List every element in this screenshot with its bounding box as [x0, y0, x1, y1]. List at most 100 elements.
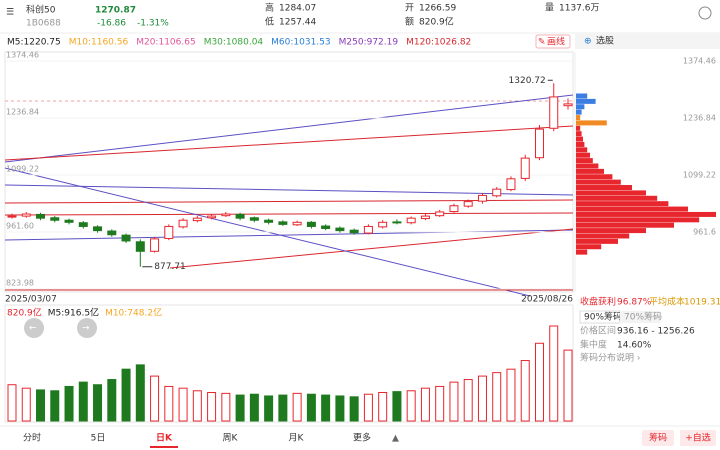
candle-body [321, 225, 331, 230]
pick-bar [575, 33, 720, 49]
candle-body [363, 225, 373, 234]
chip-bar [576, 249, 588, 255]
volume-bar [78, 381, 88, 422]
candle-body [192, 217, 202, 222]
chip-bar [576, 104, 585, 110]
profit-label: 收盘获利 [580, 296, 616, 308]
amount: 820.9亿 [419, 16, 454, 28]
y-tick-label: 1236.84 [6, 108, 39, 117]
stock-code: 1B0688 [26, 19, 61, 29]
volume-bar [506, 368, 516, 422]
chip-bar [576, 222, 674, 228]
candle-body [520, 157, 530, 179]
ma-legend: M10:1160.56 [69, 38, 129, 48]
avg: 1019.31 [684, 298, 720, 308]
clock-icon[interactable] [698, 6, 712, 20]
candle-body [463, 201, 473, 207]
watch-button[interactable] [680, 430, 716, 446]
chip-bar [576, 217, 700, 223]
chip-bar [576, 174, 613, 180]
volume-bar [534, 342, 544, 422]
chip-bar [576, 131, 582, 137]
chip-button-label[interactable]: 筹码 [649, 432, 667, 444]
trend-line [4, 199, 574, 204]
volume-bar [435, 385, 445, 422]
trend-line [4, 184, 574, 196]
trend-line [4, 212, 574, 216]
candle-body [563, 103, 573, 107]
draw-button-label[interactable]: 画线 [547, 36, 565, 48]
volume-bar [249, 393, 259, 422]
next-button[interactable] [77, 318, 97, 338]
low: 1257.44 [279, 18, 316, 28]
candle-body [36, 213, 46, 219]
candle-body [506, 178, 516, 191]
start-date: 2025/03/07 [5, 295, 57, 305]
chip-bar [576, 168, 604, 174]
draw-button[interactable] [535, 34, 571, 49]
tab[interactable]: 5日 [91, 433, 106, 444]
volume-bar [150, 375, 160, 422]
tab[interactable]: 日K [156, 433, 173, 444]
chip-button[interactable] [642, 430, 674, 446]
tab-70[interactable] [620, 311, 660, 323]
y-tick-label: 961.60 [6, 222, 34, 231]
prev-button[interactable] [24, 318, 44, 338]
low-annotation: 877.71 [154, 262, 186, 272]
volume-bar [378, 392, 388, 422]
pick-button[interactable]: 选股 [596, 35, 614, 47]
tab[interactable]: 更多 [353, 432, 371, 444]
chip-bar [576, 120, 607, 126]
volume-bar [192, 390, 202, 422]
y-tick-label: 1374.46 [6, 51, 39, 60]
volume-legend: M10:748.2亿 [105, 307, 162, 319]
chip-bar [576, 179, 621, 185]
volume-bar [207, 392, 217, 422]
tab-90-label[interactable]: 90%筹码 [584, 311, 622, 323]
high-annotation: 1320.72 [509, 76, 546, 86]
chip-bar [576, 228, 646, 234]
high: 1284.07 [279, 4, 316, 14]
tab[interactable]: 周K [223, 433, 239, 444]
candle-body [78, 222, 88, 227]
candle-body [406, 217, 416, 224]
chip-bar [576, 109, 582, 115]
candle-body [164, 225, 174, 239]
candle-body [335, 227, 345, 232]
chip-bar [576, 206, 688, 212]
candle-body [21, 213, 31, 217]
avg-label: 平均成本 [649, 296, 685, 308]
volume-bar [321, 394, 331, 422]
volume-bar [449, 381, 459, 422]
trend-line [169, 228, 574, 269]
chip-bar [576, 233, 630, 239]
candle-body [378, 221, 388, 228]
conc: 14.60% [617, 341, 652, 351]
conc-label: 集中度 [580, 339, 607, 351]
tab[interactable]: 分时 [23, 432, 41, 444]
volume-label: 量 [545, 3, 554, 14]
volume-bar [178, 387, 188, 422]
high-label: 高 [265, 2, 274, 14]
tab-70-label[interactable]: 70%筹码 [624, 311, 662, 323]
profit: 96.87% [617, 298, 652, 308]
volume-bar [121, 368, 131, 422]
ma-legend: M120:1026.82 [406, 38, 471, 48]
volume-bar [477, 375, 487, 422]
tab[interactable]: 月K [289, 433, 305, 444]
watch-button-label[interactable]: +自选 [685, 432, 711, 444]
volume-bar [107, 379, 117, 422]
volume-bar [264, 395, 274, 422]
tab-underline [150, 446, 178, 448]
candle-body [492, 188, 502, 197]
explain-link[interactable]: 筹码分布说明 › [580, 352, 640, 364]
volume-bar [406, 390, 416, 422]
chip-bar [576, 93, 588, 99]
candle-body [349, 229, 359, 234]
candle-body [50, 217, 60, 221]
candle-body [135, 241, 145, 252]
menu-icon[interactable]: ☰ [6, 8, 14, 18]
chip-bar [576, 201, 669, 207]
amount-label: 额 [405, 16, 414, 28]
volume-bar [64, 385, 74, 422]
